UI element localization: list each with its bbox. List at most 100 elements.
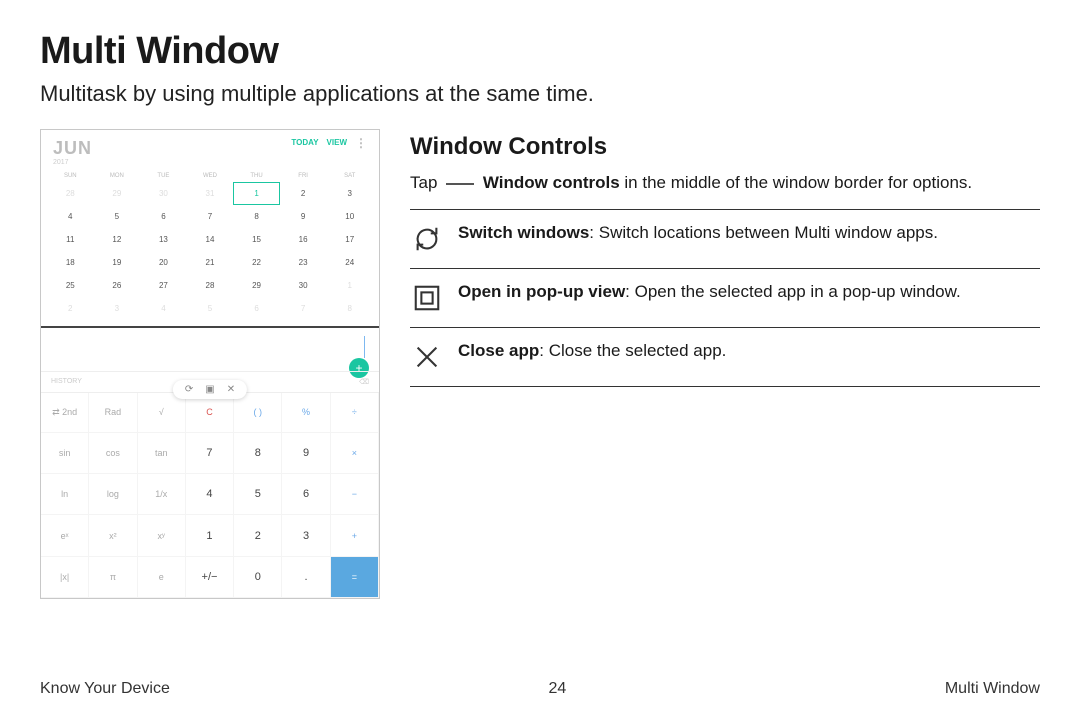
feature-row: Open in pop-up view: Open the selected a…	[410, 269, 1040, 328]
calc-key[interactable]: π	[89, 557, 137, 598]
calc-key[interactable]: 5	[234, 474, 282, 515]
calendar-day-prev[interactable]: 30	[140, 182, 187, 205]
footer-right: Multi Window	[945, 680, 1040, 698]
calendar-day[interactable]: 9	[280, 205, 327, 228]
intro-post: in the middle of the window border for o…	[620, 173, 972, 192]
calc-key[interactable]: %	[282, 393, 330, 433]
calc-key[interactable]: eˣ	[41, 515, 89, 556]
calc-key[interactable]: +	[331, 515, 379, 556]
calendar-day[interactable]: 2	[280, 182, 327, 205]
calendar-day[interactable]: 8	[233, 205, 280, 228]
calendar-day-next[interactable]: 6	[233, 297, 280, 320]
calendar-day[interactable]: 7	[187, 205, 234, 228]
calc-key[interactable]: xʸ	[138, 515, 186, 556]
calc-key[interactable]: x²	[89, 515, 137, 556]
calc-key[interactable]: 8	[234, 433, 282, 474]
calendar-day[interactable]: 30	[280, 274, 327, 297]
calc-key[interactable]: tan	[138, 433, 186, 474]
calc-key[interactable]: 0	[234, 557, 282, 598]
calendar-day[interactable]: 18	[47, 251, 94, 274]
calendar-day[interactable]: 26	[94, 274, 141, 297]
calc-key[interactable]: ( )	[234, 393, 282, 433]
calendar-day[interactable]: 15	[233, 228, 280, 251]
feature-text: Switch windows: Switch locations between…	[458, 222, 938, 245]
calc-key[interactable]: 1/x	[138, 474, 186, 515]
feature-desc: : Close the selected app.	[539, 341, 726, 360]
calc-key[interactable]: ÷	[331, 393, 379, 433]
calc-key[interactable]: 2	[234, 515, 282, 556]
calendar-day-prev[interactable]: 29	[94, 182, 141, 205]
calendar-day-next[interactable]: 1	[326, 274, 373, 297]
calendar-day[interactable]: 25	[47, 274, 94, 297]
switch-windows-icon[interactable]: ⟳	[185, 384, 193, 395]
feature-bold: Close app	[458, 341, 539, 360]
calc-key[interactable]: =	[331, 557, 379, 598]
feature-bold: Switch windows	[458, 223, 589, 242]
popup-view-icon	[410, 281, 444, 315]
calendar-day[interactable]: 10	[326, 205, 373, 228]
calc-key[interactable]: |x|	[41, 557, 89, 598]
calendar-day[interactable]: 5	[94, 205, 141, 228]
calendar-day[interactable]: 27	[140, 274, 187, 297]
calc-key[interactable]: 4	[186, 474, 234, 515]
calc-key[interactable]: e	[138, 557, 186, 598]
calc-key[interactable]: ⇄ 2nd	[41, 393, 89, 433]
calendar-more-icon[interactable]: ⋮	[355, 139, 367, 147]
calc-key[interactable]: 1	[186, 515, 234, 556]
footer-left: Know Your Device	[40, 680, 170, 698]
calendar-day[interactable]: 14	[187, 228, 234, 251]
calendar-month: JUN	[53, 138, 92, 159]
calendar-day-prev[interactable]: 28	[47, 182, 94, 205]
calendar-day[interactable]: 23	[280, 251, 327, 274]
calc-key[interactable]: 9	[282, 433, 330, 474]
calendar-day[interactable]: 1	[233, 182, 280, 205]
calendar-day[interactable]: 17	[326, 228, 373, 251]
calc-key[interactable]: 3	[282, 515, 330, 556]
calendar-day-next[interactable]: 3	[94, 297, 141, 320]
calc-key[interactable]: ×	[331, 433, 379, 474]
calendar-dow: THU	[233, 170, 280, 182]
calendar-view-link[interactable]: VIEW	[327, 138, 347, 147]
calendar-day-next[interactable]: 5	[187, 297, 234, 320]
calendar-day-next[interactable]: 4	[140, 297, 187, 320]
calc-key[interactable]: +/−	[186, 557, 234, 598]
calendar-day[interactable]: 20	[140, 251, 187, 274]
calc-key[interactable]: 7	[186, 433, 234, 474]
calendar-today-link[interactable]: TODAY	[291, 138, 318, 147]
feature-row: Switch windows: Switch locations between…	[410, 210, 1040, 269]
calc-history-label[interactable]: HISTORY	[51, 378, 82, 386]
calendar-day[interactable]: 29	[233, 274, 280, 297]
calendar-day[interactable]: 22	[233, 251, 280, 274]
window-controls-pill[interactable]: ⟳ ▣ ✕	[173, 380, 247, 399]
calendar-day-prev[interactable]: 31	[187, 182, 234, 205]
calc-key[interactable]: −	[331, 474, 379, 515]
calendar-day[interactable]: 28	[187, 274, 234, 297]
calc-key[interactable]: sin	[41, 433, 89, 474]
calendar-day[interactable]: 3	[326, 182, 373, 205]
feature-row: Close app: Close the selected app.	[410, 328, 1040, 387]
calendar-day-next[interactable]: 2	[47, 297, 94, 320]
page-subtitle: Multitask by using multiple applications…	[40, 81, 1040, 107]
calc-key[interactable]: 6	[282, 474, 330, 515]
calculator-display[interactable]	[41, 328, 379, 372]
calc-key[interactable]: ln	[41, 474, 89, 515]
calendar-day[interactable]: 6	[140, 205, 187, 228]
calendar-day[interactable]: 13	[140, 228, 187, 251]
calendar-day-next[interactable]: 7	[280, 297, 327, 320]
calendar-day[interactable]: 24	[326, 251, 373, 274]
calendar-day[interactable]: 4	[47, 205, 94, 228]
calendar-day[interactable]: 16	[280, 228, 327, 251]
close-app-icon[interactable]: ✕	[227, 384, 235, 395]
calc-key[interactable]: .	[282, 557, 330, 598]
calendar-day-next[interactable]: 8	[326, 297, 373, 320]
calendar-day[interactable]: 19	[94, 251, 141, 274]
calc-backspace-icon[interactable]: ⌫	[359, 378, 369, 386]
popup-view-icon[interactable]: ▣	[205, 384, 214, 395]
feature-desc: : Open the selected app in a pop-up wind…	[625, 282, 961, 301]
calc-key[interactable]: log	[89, 474, 137, 515]
calendar-day[interactable]: 12	[94, 228, 141, 251]
calendar-day[interactable]: 21	[187, 251, 234, 274]
calc-key[interactable]: Rad	[89, 393, 137, 433]
calc-key[interactable]: cos	[89, 433, 137, 474]
calendar-day[interactable]: 11	[47, 228, 94, 251]
